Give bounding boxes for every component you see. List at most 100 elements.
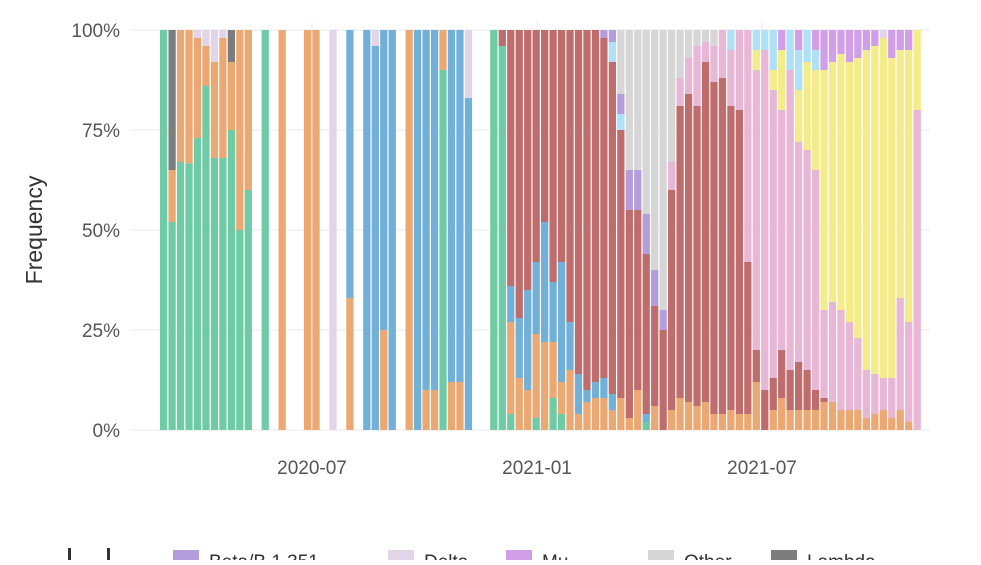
bar-segment-s4 — [718, 78, 727, 414]
legend-label: Lambda — [807, 552, 876, 560]
bar-segment-s2 — [236, 30, 244, 230]
bar-segment-s4 — [541, 30, 549, 222]
bar-segment-s5 — [845, 322, 854, 410]
bar-segment-s2 — [828, 402, 837, 430]
bar-segment-s6 — [845, 62, 854, 322]
bar-segment-s10 — [828, 30, 837, 62]
bar-segment-s2 — [769, 410, 777, 430]
bar-segment-s2 — [574, 414, 583, 430]
bar-segment-s5 — [905, 322, 913, 422]
bar-segment-s5 — [913, 110, 921, 430]
bar-segment-s4 — [642, 254, 650, 414]
bar-segment-s1 — [227, 130, 235, 430]
bar-segment-s2 — [168, 170, 176, 222]
bar-segment-s7 — [617, 114, 625, 130]
bar-segment-s2 — [210, 62, 219, 158]
bar-segment-s4 — [803, 370, 811, 410]
bar-segment-s11 — [625, 30, 633, 170]
bar-segment-s2 — [803, 410, 811, 430]
legend-label: Other — [684, 552, 732, 560]
bar-segment-s6 — [837, 54, 845, 310]
bar-segment-s6 — [854, 58, 862, 338]
bar-segment-s9 — [202, 30, 210, 46]
bar-segment-s11 — [710, 30, 718, 46]
bar-segment-s5 — [811, 170, 820, 390]
bar-segment-s10 — [845, 30, 854, 62]
bar-segment-s6 — [811, 70, 820, 170]
bar-segment-s4 — [566, 30, 574, 322]
bar-segment-s2 — [193, 38, 202, 138]
bar-segment-s6 — [905, 50, 913, 322]
bar-segment-s4 — [701, 62, 710, 402]
bar-segment-s2 — [693, 406, 701, 430]
bar-segment-s7 — [727, 30, 735, 50]
bar-segment-s1 — [439, 70, 447, 430]
bar-segment-s5 — [786, 70, 794, 370]
bar-segment-s10 — [896, 30, 904, 50]
bar-segment-s5 — [854, 338, 862, 410]
bar-segment-s3 — [507, 286, 515, 322]
bar-segment-s8 — [651, 270, 659, 306]
bar-segment-s5 — [676, 78, 684, 106]
bar-segment-s8 — [634, 170, 642, 210]
bar-segment-s3 — [600, 378, 608, 398]
bar-segment-s2 — [862, 418, 870, 430]
bar-segment-s11 — [701, 30, 710, 42]
bar-segment-s6 — [752, 50, 760, 70]
bar-segment-s5 — [684, 58, 693, 94]
bar-segment-s4 — [735, 110, 743, 414]
bar-segment-s7 — [811, 50, 820, 70]
bar-segment-s2 — [837, 410, 845, 430]
bar-segment-s2 — [405, 30, 413, 430]
bar-segment-s2 — [447, 382, 456, 430]
bar-segment-s1 — [244, 190, 252, 430]
bar-segment-s4 — [811, 390, 820, 410]
bar-segment-s2 — [430, 390, 439, 430]
bar-segment-s4 — [557, 30, 566, 262]
bar-segment-s2 — [871, 414, 879, 430]
bars — [160, 30, 921, 430]
bar-segment-s3 — [532, 262, 540, 334]
legend-swatch — [388, 550, 414, 565]
bar-segment-s5 — [879, 378, 887, 410]
bar-segment-s4 — [515, 30, 523, 318]
bar-segment-s9 — [371, 30, 379, 46]
axes: 0% 25% 50% 75% 100% 2020-07 2021-01 2021-07 — [71, 21, 796, 479]
bar-segment-s5 — [837, 310, 845, 410]
bar-segment-s5 — [693, 46, 701, 106]
bar-segment-s3 — [371, 46, 379, 430]
bar-segment-s4 — [769, 378, 777, 410]
bar-segment-s10 — [888, 30, 896, 58]
bar-segment-s2 — [879, 410, 887, 430]
bar-segment-s2 — [507, 322, 515, 414]
bar-segment-s2 — [219, 38, 227, 158]
bar-segment-s2 — [634, 390, 642, 430]
bar-segment-s2 — [583, 402, 591, 430]
bar-segment-s4 — [583, 30, 591, 390]
bar-segment-s2 — [617, 398, 625, 430]
bar-segment-s2 — [684, 402, 693, 430]
bar-segment-s2 — [795, 410, 803, 430]
bar-segment-s2 — [227, 62, 235, 130]
bar-segment-s2 — [820, 402, 828, 430]
bar-segment-s3 — [456, 30, 464, 382]
legend-swatch — [648, 550, 674, 565]
bar-segment-s2 — [600, 398, 608, 430]
bar-segment-s4 — [684, 94, 693, 402]
bar-segment-s4 — [693, 106, 701, 406]
bar-segment-s10 — [837, 30, 845, 54]
bar-segment-s2 — [668, 410, 676, 430]
bar-segment-s4 — [532, 30, 540, 262]
bar-segment-s4 — [549, 30, 557, 282]
bar-segment-s4 — [727, 106, 735, 410]
bar-segment-s6 — [879, 38, 887, 378]
bar-segment-s2 — [557, 382, 566, 414]
bar-segment-s9 — [879, 30, 887, 38]
bar-segment-s2 — [515, 378, 523, 430]
bar-segment-s8 — [608, 30, 616, 42]
bar-segment-s9 — [219, 30, 227, 38]
bar-segment-s3 — [414, 30, 422, 430]
bar-segment-s6 — [778, 50, 786, 110]
bar-segment-s1 — [219, 158, 227, 430]
bar-segment-s5 — [769, 90, 777, 378]
